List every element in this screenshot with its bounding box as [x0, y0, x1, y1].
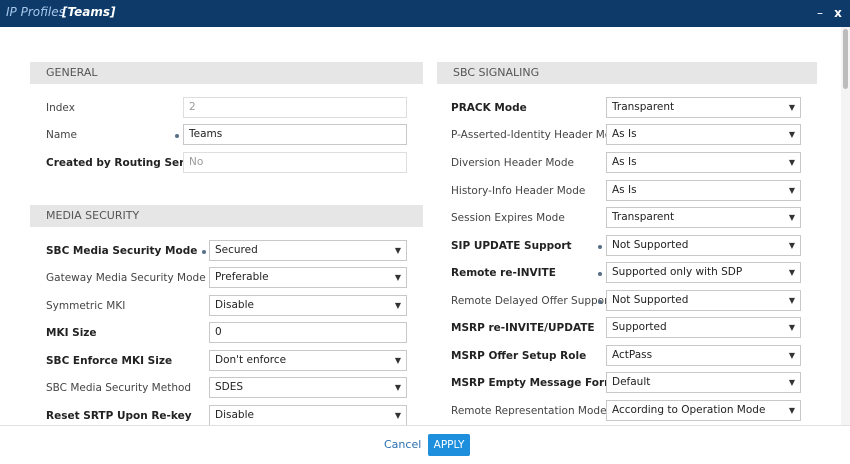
- sbc-enforce-mki-size-select[interactable]: Don't enforce ▼: [209, 350, 407, 371]
- msrp-empty-message-format-select[interactable]: Default ▼: [606, 372, 801, 393]
- select-value: Don't enforce: [215, 354, 287, 366]
- select-value: As Is: [612, 156, 637, 168]
- select-value: Not Supported: [612, 294, 689, 306]
- session-expires-mode-label: Session Expires Mode: [451, 212, 565, 224]
- msrp-empty-message-format-label: MSRP Empty Message Format: [451, 377, 628, 389]
- chevron-down-icon: ▼: [788, 296, 795, 305]
- sbc-media-security-method-label: SBC Media Security Method: [46, 382, 192, 394]
- section-header-sbc-signaling: SBC SIGNALING: [437, 62, 817, 84]
- chevron-down-icon: ▼: [394, 411, 401, 420]
- remote-reinvite-select[interactable]: Supported only with SDP ▼: [606, 262, 801, 283]
- remote-reinvite-label: Remote re-INVITE: [451, 267, 556, 279]
- symmetric-mki-select[interactable]: Disable ▼: [209, 295, 407, 316]
- dialog-subtitle: [Teams]: [62, 5, 116, 19]
- sip-update-support-select[interactable]: Not Supported ▼: [606, 235, 801, 256]
- select-value: Default: [612, 376, 651, 388]
- dialog-footer: Cancel APPLY: [0, 425, 850, 464]
- mki-size-field[interactable]: 0: [209, 322, 407, 343]
- name-label: Name: [46, 129, 77, 141]
- select-value: SDES: [215, 381, 244, 393]
- required-dot-icon: [598, 300, 602, 304]
- select-value: Disable: [215, 299, 254, 311]
- select-value: ActPass: [612, 349, 653, 361]
- dialog-titlebar: IP Profiles [Teams] – x: [0, 0, 850, 27]
- gateway-media-security-mode-label: Gateway Media Security Mode: [46, 272, 206, 284]
- msrp-reinvite-update-label: MSRP re-INVITE/UPDATE: [451, 322, 595, 334]
- vertical-scrollbar[interactable]: [841, 27, 850, 425]
- msrp-offer-setup-role-label: MSRP Offer Setup Role: [451, 350, 587, 362]
- dialog-content: GENERAL Index 2 Name Teams Created by Ro…: [0, 27, 850, 425]
- mki-size-label: MKI Size: [46, 327, 97, 339]
- session-expires-mode-select[interactable]: Transparent ▼: [606, 207, 801, 228]
- chevron-down-icon: ▼: [394, 356, 401, 365]
- required-dot-icon: [202, 250, 206, 254]
- select-value: Not Supported: [612, 239, 689, 251]
- history-info-header-mode-select[interactable]: As Is ▼: [606, 180, 801, 201]
- prack-mode-select[interactable]: Transparent ▼: [606, 97, 801, 118]
- select-value: Transparent: [612, 211, 675, 223]
- scrollbar-thumb[interactable]: [843, 29, 848, 89]
- chevron-down-icon: ▼: [394, 273, 401, 282]
- chevron-down-icon: ▼: [788, 186, 795, 195]
- created-by-label: Created by Routing Server: [46, 157, 204, 169]
- index-label: Index: [46, 102, 75, 114]
- dialog-title: IP Profiles: [6, 5, 65, 19]
- chevron-down-icon: ▼: [788, 323, 795, 332]
- reset-srtp-select[interactable]: Disable ▼: [209, 405, 407, 425]
- chevron-down-icon: ▼: [788, 406, 795, 415]
- required-dot-icon: [598, 245, 602, 249]
- select-value: Preferable: [215, 271, 269, 283]
- sbc-media-security-mode-select[interactable]: Secured ▼: [209, 240, 407, 261]
- chevron-down-icon: ▼: [788, 213, 795, 222]
- remote-representation-mode-label: Remote Representation Mode: [451, 405, 607, 417]
- chevron-down-icon: ▼: [788, 103, 795, 112]
- apply-button[interactable]: APPLY: [428, 434, 470, 456]
- pai-header-mode-select[interactable]: As Is ▼: [606, 124, 801, 145]
- select-value: Transparent: [612, 101, 675, 113]
- sbc-enforce-mki-size-label: SBC Enforce MKI Size: [46, 355, 173, 367]
- chevron-down-icon: ▼: [788, 241, 795, 250]
- diversion-header-mode-select[interactable]: As Is ▼: [606, 152, 801, 173]
- history-info-header-mode-label: History-Info Header Mode: [451, 185, 586, 197]
- gateway-media-security-mode-select[interactable]: Preferable ▼: [209, 267, 407, 288]
- section-header-general: GENERAL: [30, 62, 423, 84]
- cancel-button[interactable]: Cancel: [384, 438, 422, 451]
- msrp-offer-setup-role-select[interactable]: ActPass ▼: [606, 345, 801, 366]
- required-dot-icon: [175, 134, 179, 138]
- select-value: Secured: [215, 244, 258, 256]
- index-field: 2: [183, 97, 407, 118]
- chevron-down-icon: ▼: [394, 301, 401, 310]
- sbc-media-security-method-select[interactable]: SDES ▼: [209, 377, 407, 398]
- chevron-down-icon: ▼: [788, 130, 795, 139]
- reset-srtp-label: Reset SRTP Upon Re-key: [46, 410, 192, 422]
- select-value: Supported only with SDP: [612, 266, 743, 278]
- diversion-header-mode-label: Diversion Header Mode: [451, 157, 574, 169]
- chevron-down-icon: ▼: [394, 383, 401, 392]
- remote-delayed-offer-select[interactable]: Not Supported ▼: [606, 290, 801, 311]
- created-by-field: No: [183, 152, 407, 173]
- minimize-icon[interactable]: –: [817, 6, 823, 20]
- select-value: Disable: [215, 409, 254, 421]
- pai-header-mode-label: P-Asserted-Identity Header Mode: [451, 129, 625, 141]
- msrp-reinvite-update-select[interactable]: Supported ▼: [606, 317, 801, 338]
- select-value: According to Operation Mode: [612, 404, 766, 416]
- remote-representation-mode-select[interactable]: According to Operation Mode ▼: [606, 400, 801, 421]
- chevron-down-icon: ▼: [788, 378, 795, 387]
- sip-update-support-label: SIP UPDATE Support: [451, 240, 572, 252]
- remote-delayed-offer-label: Remote Delayed Offer Support: [451, 295, 613, 307]
- select-value: As Is: [612, 128, 637, 140]
- chevron-down-icon: ▼: [788, 268, 795, 277]
- required-dot-icon: [598, 272, 602, 276]
- symmetric-mki-label: Symmetric MKI: [46, 300, 126, 312]
- name-field[interactable]: Teams: [183, 124, 407, 145]
- select-value: As Is: [612, 184, 637, 196]
- prack-mode-label: PRACK Mode: [451, 102, 527, 114]
- chevron-down-icon: ▼: [788, 351, 795, 360]
- sbc-media-security-mode-label: SBC Media Security Mode: [46, 245, 198, 257]
- chevron-down-icon: ▼: [394, 246, 401, 255]
- section-header-media-security: MEDIA SECURITY: [30, 205, 423, 227]
- chevron-down-icon: ▼: [788, 158, 795, 167]
- select-value: Supported: [612, 321, 667, 333]
- close-icon[interactable]: x: [834, 6, 842, 20]
